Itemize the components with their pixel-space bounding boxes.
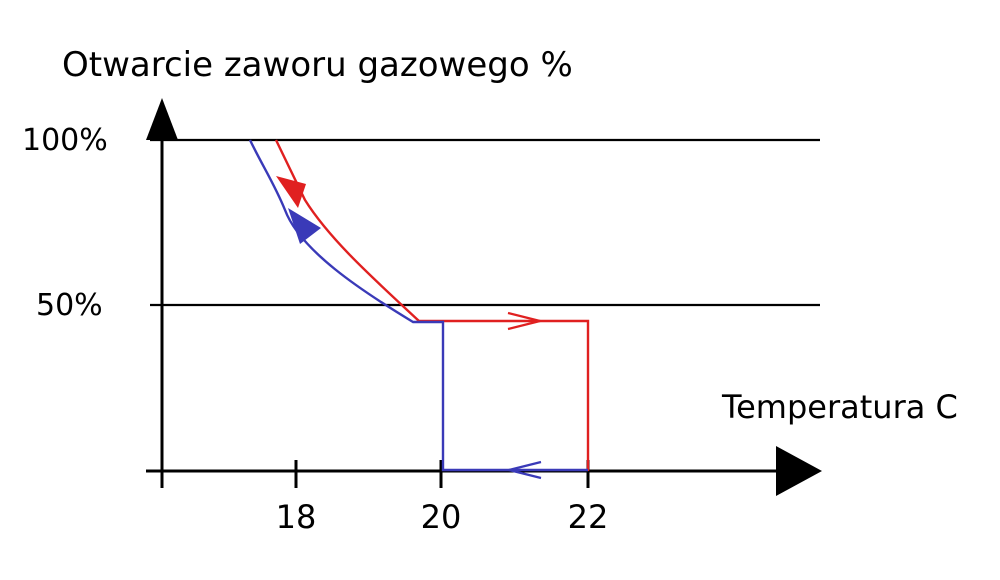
x-tick-20: 20 [421, 498, 462, 536]
red-arrow-down [276, 176, 306, 208]
x-axis-arrowhead [776, 446, 822, 496]
blue-arrow-left [508, 460, 542, 480]
x-tick-18: 18 [276, 498, 317, 536]
x-axis-title: Temperatura C [721, 388, 958, 426]
red-arrow-right [507, 311, 541, 331]
blue-arrow-up [288, 208, 321, 244]
y-axis-arrowhead [146, 98, 178, 140]
y-tick-50: 50% [36, 288, 103, 323]
y-tick-100: 100% [22, 123, 108, 158]
y-axis-title: Otwarcie zaworu gazowego % [62, 45, 573, 85]
x-tick-22: 22 [568, 498, 609, 536]
